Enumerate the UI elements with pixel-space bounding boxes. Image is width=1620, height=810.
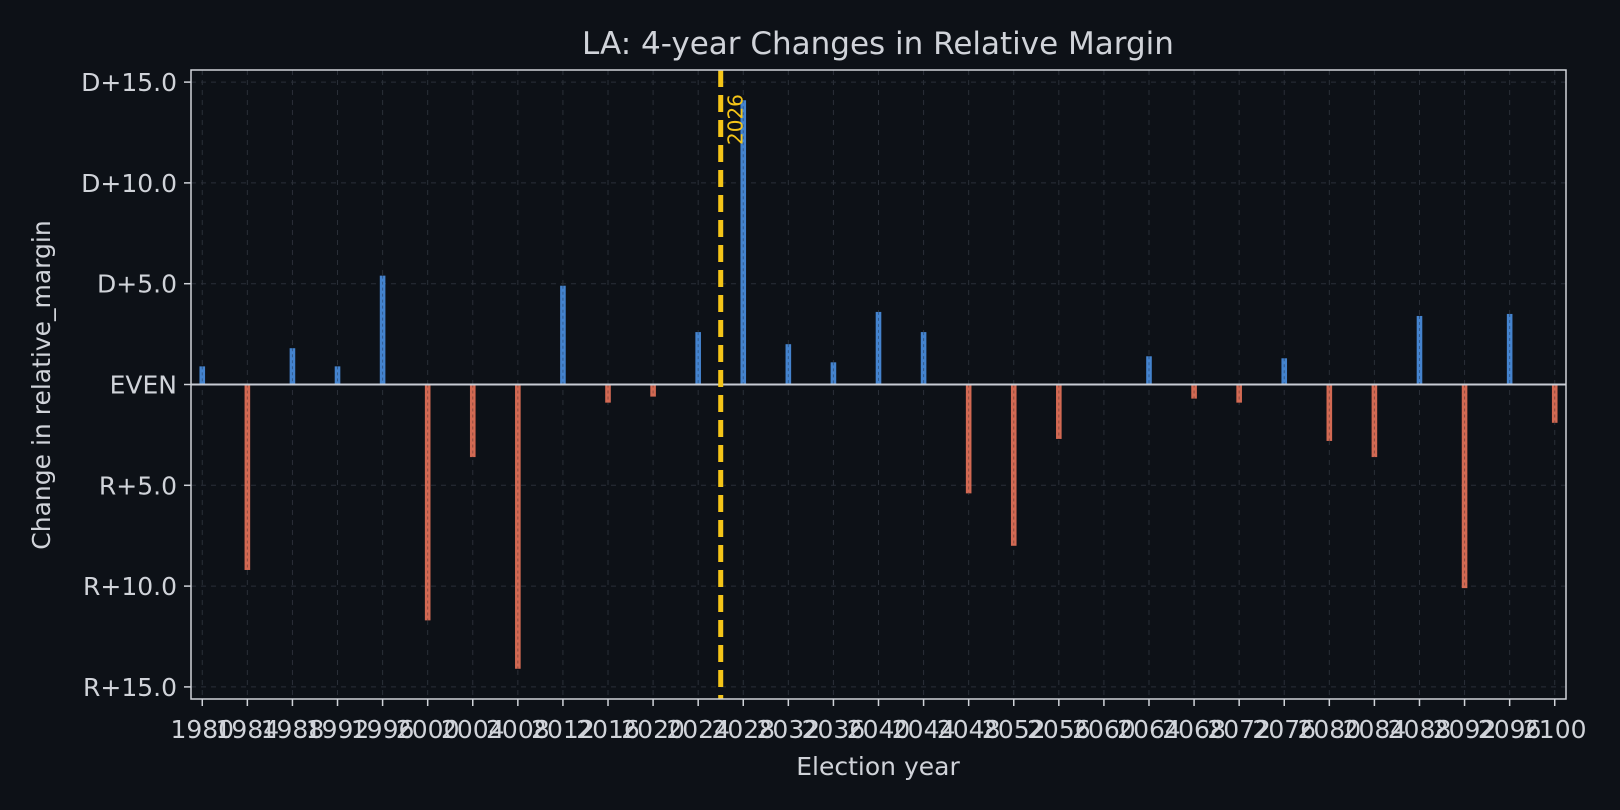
data-bar bbox=[920, 332, 927, 385]
data-bar bbox=[1146, 356, 1152, 385]
x-tick-label: 1984 bbox=[216, 715, 280, 744]
data-bar bbox=[830, 362, 837, 385]
data-bar bbox=[1506, 313, 1513, 385]
y-axis-ticks: D+15.0 D+10.0 D+5.0 EVEN R+5.0 R+10.0 R+15.0 bbox=[81, 68, 191, 702]
data-bar bbox=[560, 285, 566, 385]
y-tick-label: D+5.0 bbox=[97, 270, 177, 299]
data-bar bbox=[379, 275, 386, 385]
data-bar bbox=[1281, 358, 1288, 385]
x-tick-label: 2100 bbox=[1523, 715, 1587, 744]
y-tick-label: EVEN bbox=[110, 371, 177, 400]
x-tick-label: 2068 bbox=[1162, 715, 1226, 744]
x-tick-label: 2032 bbox=[757, 715, 821, 744]
x-tick-label: 2012 bbox=[531, 715, 595, 744]
x-tick-label: 2008 bbox=[486, 715, 550, 744]
data-bar bbox=[334, 366, 341, 385]
y-tick-label: R+15.0 bbox=[83, 673, 177, 702]
data-bar bbox=[289, 348, 296, 385]
reference-line-label: 2026 bbox=[724, 94, 748, 145]
data-bar bbox=[1371, 384, 1378, 458]
y-tick-label: R+5.0 bbox=[99, 471, 177, 500]
x-tick-label: 2056 bbox=[1027, 715, 1091, 744]
x-tick-label: 2016 bbox=[576, 715, 640, 744]
data-bar bbox=[1010, 384, 1017, 546]
x-tick-label: 1992 bbox=[306, 715, 370, 744]
x-tick-label: 2024 bbox=[666, 715, 730, 744]
bars bbox=[199, 100, 1558, 669]
x-tick-label: 1980 bbox=[170, 715, 234, 744]
data-bar bbox=[740, 100, 747, 385]
data-bar bbox=[515, 384, 521, 669]
x-tick-label: 2000 bbox=[396, 715, 460, 744]
y-tick-label: D+10.0 bbox=[81, 169, 177, 198]
x-tick-label: 2020 bbox=[621, 715, 685, 744]
data-bar bbox=[1416, 315, 1423, 385]
data-bar bbox=[695, 332, 701, 385]
x-tick-label: 2072 bbox=[1207, 715, 1271, 744]
x-tick-label: 2060 bbox=[1072, 715, 1136, 744]
x-tick-label: 2092 bbox=[1433, 715, 1497, 744]
data-bar bbox=[785, 344, 792, 385]
x-tick-label: 2064 bbox=[1117, 715, 1181, 744]
x-tick-label: 2004 bbox=[441, 715, 505, 744]
y-tick-label: D+15.0 bbox=[81, 68, 177, 97]
data-bar bbox=[424, 384, 431, 621]
x-tick-label: 1988 bbox=[261, 715, 325, 744]
data-bar bbox=[1461, 384, 1468, 589]
x-tick-label: 2052 bbox=[982, 715, 1046, 744]
data-bar bbox=[605, 384, 611, 403]
data-bar bbox=[1236, 384, 1242, 403]
chart-title: LA: 4-year Changes in Relative Margin bbox=[582, 26, 1174, 62]
data-bar bbox=[199, 366, 206, 385]
x-tick-label: 2028 bbox=[711, 715, 775, 744]
x-tick-label: 2044 bbox=[892, 715, 956, 744]
reference-marker: 2026 bbox=[718, 70, 748, 699]
data-bar bbox=[1056, 384, 1062, 439]
x-tick-label: 1996 bbox=[351, 715, 415, 744]
x-axis-label: Election year bbox=[796, 752, 960, 781]
x-tick-label: 2040 bbox=[847, 715, 911, 744]
data-bar bbox=[1191, 384, 1197, 399]
data-bar bbox=[469, 384, 476, 458]
x-tick-label: 2076 bbox=[1252, 715, 1316, 744]
x-tick-label: 2048 bbox=[937, 715, 1001, 744]
y-tick-label: R+10.0 bbox=[83, 572, 177, 601]
data-bar bbox=[875, 311, 882, 385]
x-tick-label: 2080 bbox=[1298, 715, 1362, 744]
data-bar bbox=[965, 384, 972, 494]
x-tick-label: 2096 bbox=[1478, 715, 1542, 744]
data-bar bbox=[1551, 384, 1558, 423]
data-bar bbox=[1326, 384, 1333, 441]
x-tick-label: 2036 bbox=[802, 715, 866, 744]
data-bar bbox=[650, 384, 656, 397]
x-axis-ticks: 1980198419881992199620002004200820122016… bbox=[170, 699, 1587, 744]
data-bar bbox=[244, 384, 251, 570]
y-axis-label: Change in relative_margin bbox=[27, 220, 56, 549]
x-tick-label: 2084 bbox=[1343, 715, 1407, 744]
x-tick-label: 2088 bbox=[1388, 715, 1452, 744]
